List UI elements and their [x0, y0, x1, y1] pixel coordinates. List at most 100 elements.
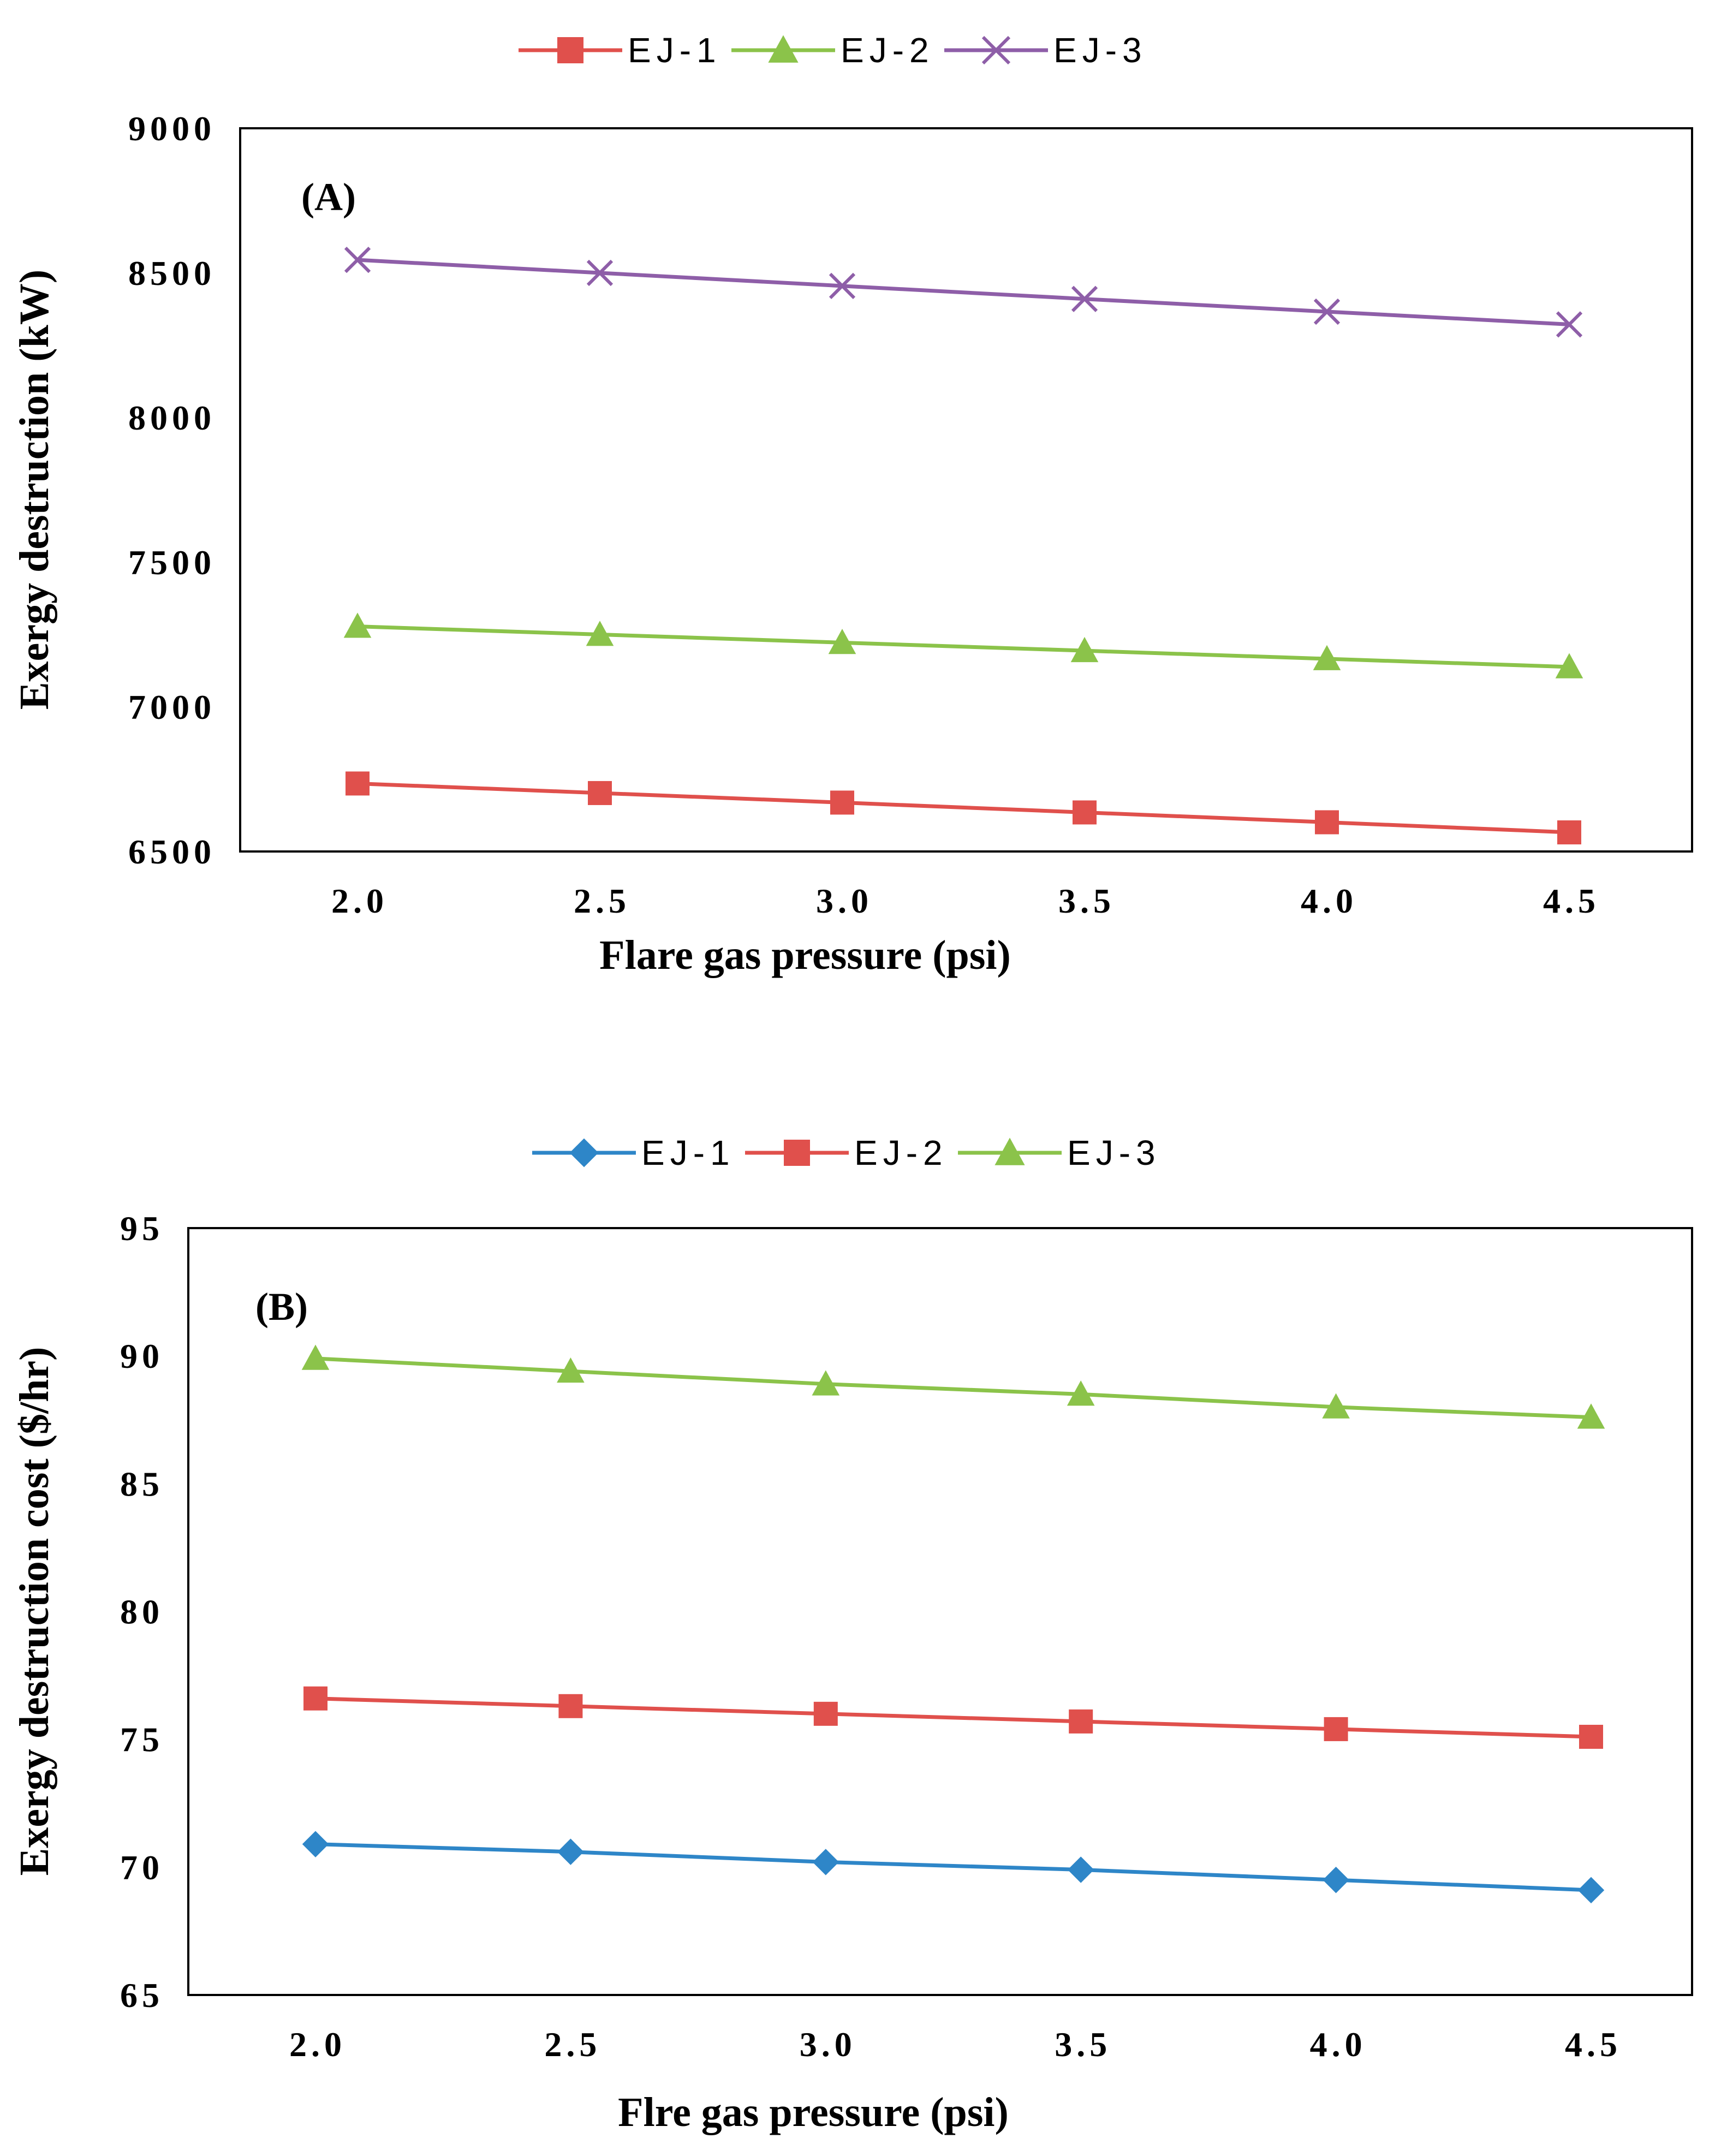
x-tick-label: 4.5 [1565, 2025, 1622, 2064]
y-tick-label: 85 [120, 1464, 164, 1503]
data-point [1067, 1380, 1095, 1406]
y-tick-label: 6500 [128, 832, 216, 871]
data-point [1323, 1867, 1349, 1893]
legend-item: EJ-3 [944, 31, 1147, 70]
y-tick-label: 8000 [128, 398, 216, 437]
series-line [315, 1842, 1592, 1892]
x-tick-label: 4.0 [1310, 2025, 1367, 2064]
legend: EJ-1 EJ-2 EJ-3 [532, 1133, 1161, 1172]
data-point [1556, 311, 1583, 338]
data-point [1313, 645, 1341, 670]
data-point [830, 790, 854, 815]
y-axis-title: Exergy destruction cost ($/hr) [11, 1347, 57, 1876]
data-point [1555, 653, 1583, 678]
data-point [1069, 1709, 1093, 1734]
panel-label: (A) [301, 175, 356, 219]
x-tick-label: 4.5 [1543, 882, 1600, 920]
chart-panel-2: 65 70 75 80 85 90 95 2.0 2.5 3.0 3.5 4.0 4.5 Flre gas… [11, 1133, 1693, 2135]
y-tick-label: 7000 [128, 688, 216, 726]
series-line [357, 624, 1570, 669]
x-tick-label: 3.5 [1055, 2025, 1111, 2064]
legend-marker [557, 37, 583, 63]
y-axis-title: Exergy destruction (kW) [11, 270, 57, 710]
y-tick-label: 80 [120, 1593, 164, 1631]
x-tick-label: 2.0 [331, 882, 388, 920]
data-point [343, 612, 372, 638]
data-point [588, 781, 612, 805]
legend-label: EJ-3 [1067, 1133, 1161, 1172]
legend-item: EJ-2 [731, 31, 934, 70]
data-point [301, 1344, 330, 1370]
data-point [1579, 1724, 1603, 1749]
legend-label: EJ-2 [841, 31, 934, 70]
legend-marker [784, 1140, 810, 1166]
data-point [303, 1686, 327, 1711]
x-tick-label: 3.0 [816, 882, 873, 920]
y-tick-label: 8500 [128, 254, 216, 293]
series-line [315, 1696, 1592, 1739]
x-tick-label: 3.0 [800, 2025, 856, 2064]
y-tick-label: 90 [120, 1337, 164, 1375]
data-point [1071, 285, 1098, 312]
series-ej-2 [303, 1686, 1603, 1749]
x-axis-title: Flare gas pressure (psi) [599, 932, 1011, 978]
data-point [812, 1370, 840, 1396]
x-axis-title: Flre gas pressure (psi) [618, 2089, 1009, 2135]
y-tick-label: 9000 [128, 109, 216, 148]
data-point [557, 1357, 585, 1383]
y-tick-label: 65 [120, 1976, 164, 2015]
data-point [828, 629, 856, 654]
legend-marker [569, 1138, 599, 1168]
y-tick-label: 70 [120, 1848, 164, 1887]
legend-marker [981, 35, 1011, 65]
data-point [1073, 800, 1097, 825]
series-line [357, 258, 1570, 326]
legend-marker [768, 35, 799, 63]
legend-label: EJ-2 [854, 1133, 948, 1172]
series-ej-3 [344, 247, 1583, 338]
x-tick-label: 2.5 [574, 882, 630, 920]
legend-item: EJ-1 [519, 31, 716, 70]
data-point [1577, 1877, 1605, 1904]
legend-item: EJ-2 [745, 1133, 948, 1172]
x-tick-label: 4.0 [1301, 882, 1357, 920]
data-point [813, 1701, 838, 1726]
data-point [302, 1831, 329, 1857]
x-tick-label: 2.5 [544, 2025, 601, 2064]
data-point [1068, 1856, 1094, 1883]
series-ej-1 [302, 1831, 1605, 1904]
y-tick-label: 7500 [128, 543, 216, 582]
data-point [586, 621, 614, 646]
x-tick-label: 2.0 [289, 2025, 346, 2064]
legend-item: EJ-3 [958, 1133, 1161, 1172]
series-ej-2 [343, 612, 1583, 678]
data-point [1557, 820, 1581, 845]
data-point [812, 1849, 839, 1875]
legend-label: EJ-1 [641, 1133, 735, 1172]
legend-item: EJ-1 [532, 1133, 735, 1172]
legend-label: EJ-3 [1053, 31, 1147, 70]
data-point [344, 247, 371, 273]
data-point [586, 259, 614, 287]
data-point [1322, 1393, 1350, 1419]
plot-area-frame [239, 127, 1693, 853]
data-point [346, 771, 370, 796]
series-ej-1 [346, 771, 1581, 845]
legend-marker [994, 1137, 1025, 1165]
data-point [1577, 1403, 1605, 1429]
chart-panel-1: 6500 7000 7500 8000 8500 9000 2.0 2.5 3.0 3.5 4.0 4… [11, 31, 1693, 978]
series-line [315, 1356, 1592, 1420]
data-point [1070, 636, 1099, 663]
y-tick-label: 95 [120, 1209, 164, 1248]
plot-area-frame [187, 1227, 1693, 1996]
panel-label: (B) [255, 1285, 308, 1329]
data-point [558, 1694, 583, 1718]
data-point [1324, 1717, 1348, 1741]
data-point [1315, 810, 1339, 835]
series-line [357, 781, 1570, 835]
x-tick-label: 3.5 [1058, 882, 1115, 920]
data-point [1313, 298, 1341, 325]
data-point [557, 1838, 584, 1865]
